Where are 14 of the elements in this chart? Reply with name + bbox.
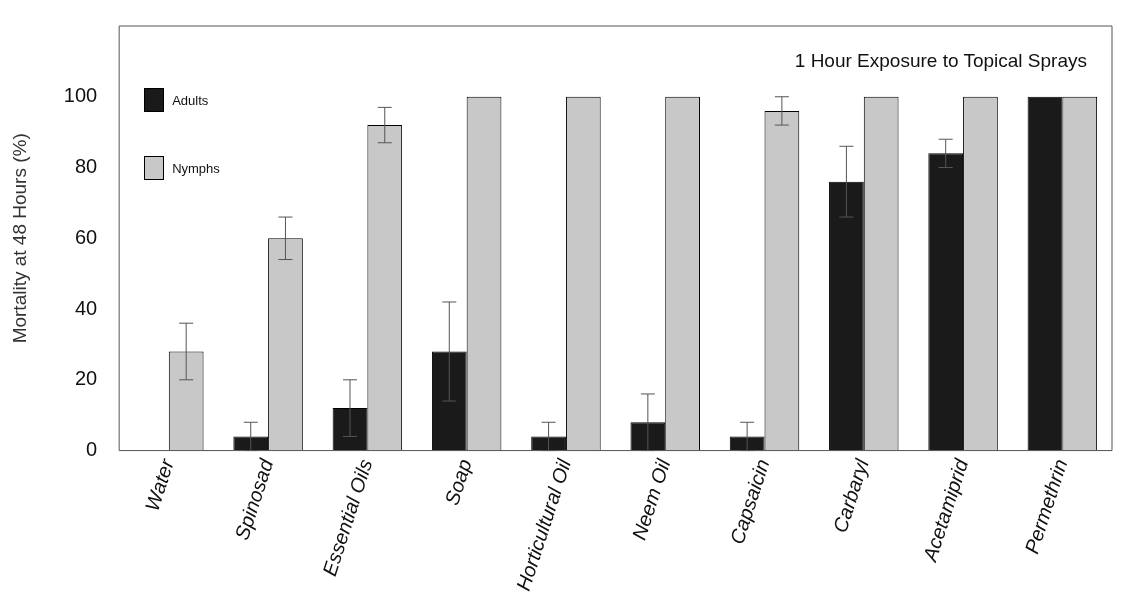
y-tick-label: 80 bbox=[74, 155, 98, 178]
y-tick-label: 40 bbox=[74, 296, 98, 319]
text: 1 Hour Exposure to Topical Sprays bbox=[794, 50, 1087, 72]
y-axis-title: Mortality at 48 Hours (%) bbox=[8, 133, 30, 344]
y-tick-label: 100 bbox=[63, 84, 98, 107]
x-tick-label: Water bbox=[140, 455, 179, 514]
y-tick-label: 60 bbox=[74, 225, 98, 248]
y-tick-label: 0 bbox=[86, 438, 98, 461]
x-tick-label: Carbaryl bbox=[828, 455, 874, 536]
y-tick-label: 20 bbox=[74, 367, 98, 390]
legend-label: Adults bbox=[172, 92, 209, 108]
x-tick-label: Soap bbox=[440, 456, 476, 508]
legend-label: Nymphs bbox=[172, 160, 220, 176]
x-tick-label: Neem Oil bbox=[627, 455, 675, 543]
